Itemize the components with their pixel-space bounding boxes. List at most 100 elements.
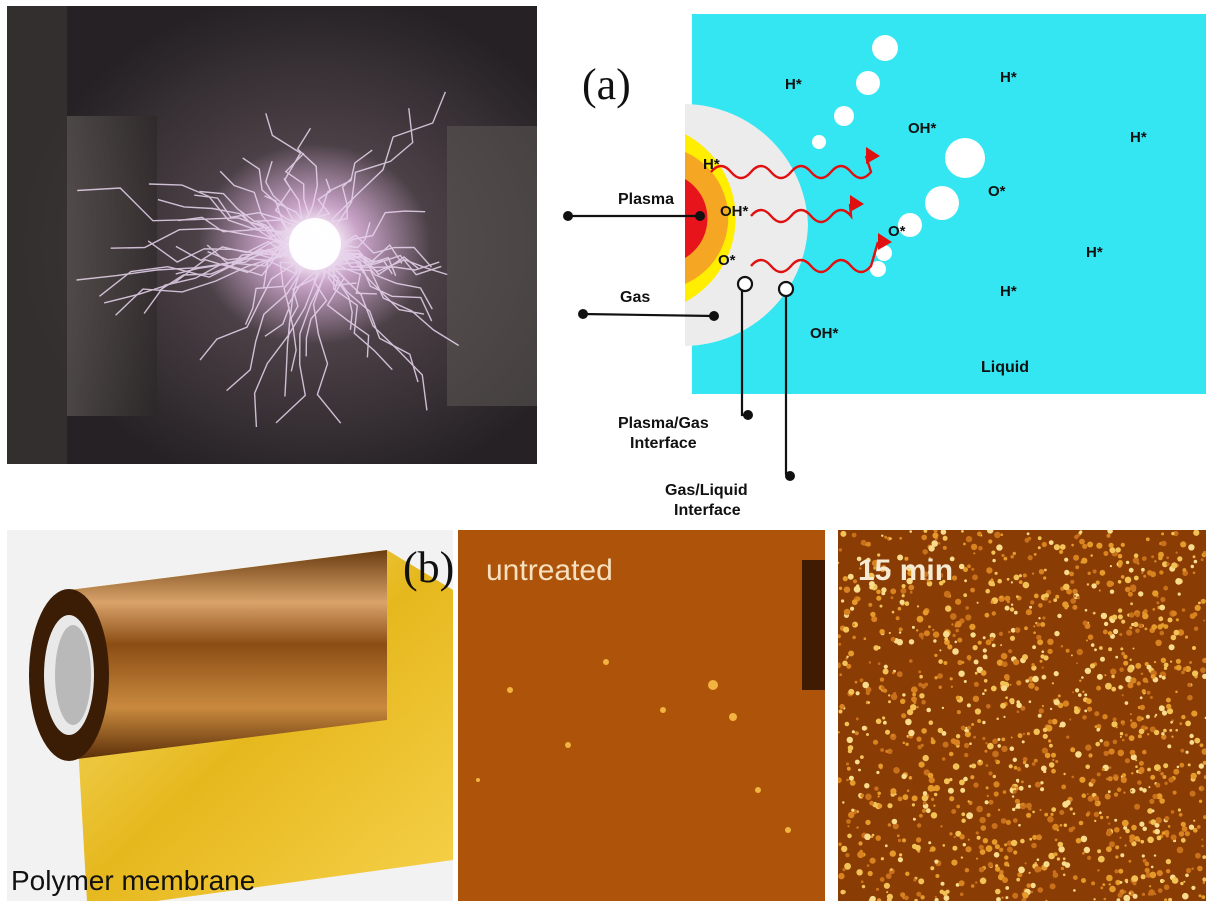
grain [1012,807,1016,812]
svg-text:O*: O* [718,252,736,269]
grain [1052,758,1055,762]
grain [997,808,1001,812]
grain [1117,563,1122,568]
grain [846,778,849,782]
grain [872,739,879,745]
grain [1021,897,1027,901]
grain [1117,614,1123,620]
grain [1040,781,1044,785]
grain [996,897,1001,901]
grain [1152,793,1158,800]
grain [1179,722,1183,725]
grain [1148,786,1151,789]
grain [1121,819,1129,827]
grain [1123,825,1128,830]
grain [1129,713,1132,716]
grain [1096,772,1101,777]
grain [912,817,916,821]
grain [848,688,855,695]
svg-text:H*: H* [703,156,720,173]
grain [1148,889,1155,896]
grain [1042,727,1048,733]
grain [1075,751,1082,758]
grain [890,596,894,600]
grain [955,734,961,739]
grain [992,774,996,779]
grain [967,800,970,803]
grain [996,544,1003,551]
grain [1076,648,1083,656]
grain [1147,808,1153,814]
grain [1128,735,1135,741]
grain [1082,715,1087,720]
grain [910,704,917,711]
grain [952,763,960,770]
grain [1010,736,1013,739]
grain [883,664,888,669]
grain [1177,592,1181,596]
grain [892,671,895,675]
grain [1170,810,1175,814]
filament [199,243,316,361]
grain [986,530,994,534]
grain [1191,710,1198,717]
grain [1158,674,1162,678]
grain [1171,562,1178,569]
grain [918,682,923,687]
grain [1017,872,1023,878]
grain [901,584,906,589]
grain [932,532,939,539]
grain [986,813,991,817]
grain [1051,718,1058,725]
grain [922,609,929,616]
grain [1109,547,1116,554]
grain [925,808,931,814]
grain [1100,612,1108,620]
grain [1091,881,1096,886]
grain [1169,728,1173,732]
grain [972,574,978,581]
grain [857,851,864,859]
grain [1156,835,1162,841]
grain [972,645,978,651]
grain [955,598,962,605]
grain [1069,571,1074,577]
grain [1041,747,1048,754]
grain [1014,798,1020,804]
grain [952,648,959,655]
grain [951,859,958,866]
grain [973,681,979,687]
grain [976,857,978,860]
grain [1184,635,1189,639]
grain [973,735,976,739]
grain [1022,654,1028,661]
grain [1059,725,1062,728]
grain [879,604,883,608]
grain [860,755,864,759]
plasma-liquid-schematic: (a) H* H* H* H* H* H* OH* OH* OH* O* O* … [563,14,1206,519]
grain [942,579,946,584]
grain [1096,542,1103,549]
grain [1036,858,1040,861]
grain [1158,551,1164,558]
grain [998,631,1003,636]
grain [1090,643,1095,647]
grain [1089,663,1096,669]
grain [890,868,893,871]
svg-text:OH*: OH* [908,120,937,137]
grain [962,843,966,847]
grain [930,739,936,745]
grain [1002,877,1008,883]
grain [974,671,978,675]
grain [978,844,984,850]
grain [1115,655,1119,659]
grain [1094,801,1098,805]
grain [1001,745,1008,753]
grain [1086,583,1090,586]
grain [942,741,949,748]
grain [1047,648,1053,655]
grain [842,576,848,582]
grain [914,898,918,901]
grain [1033,625,1036,628]
treated-label: 15 min [858,554,953,587]
